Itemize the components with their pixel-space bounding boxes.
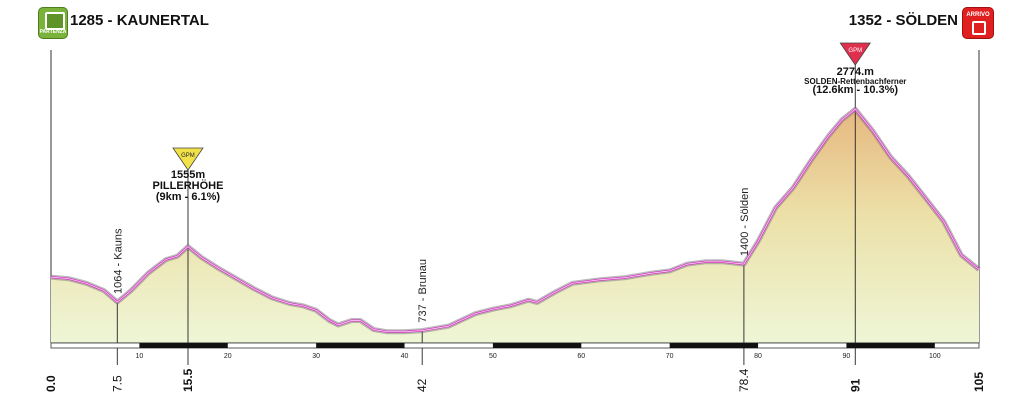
gpm-triangle — [839, 42, 872, 66]
distance-tick-label: 90 — [843, 353, 851, 360]
gpm-triangle — [172, 147, 204, 171]
distance-bar-segment — [492, 343, 582, 348]
km-marker-label: 91 — [848, 378, 862, 392]
climb-name: SOLDEN-Rettenbachferner — [804, 77, 906, 86]
distance-bar-segment — [846, 343, 935, 348]
distance-tick-label: 100 — [929, 353, 941, 360]
km-marker-label: 0.0 — [44, 375, 58, 392]
town-label: 1400 - Sölden — [739, 188, 751, 257]
km-marker-label: 105 — [972, 372, 986, 392]
town-label: 737 - Brunau — [417, 259, 429, 323]
km-marker-label: 7.5 — [110, 375, 124, 392]
finish-badge-icon: ARRIVO — [962, 7, 994, 39]
gpm-badge-label: GPM — [848, 48, 862, 54]
start-badge-icon: PARTENZA — [38, 7, 68, 39]
elevation-line-highlight — [50, 108, 980, 333]
town-label: 1064 - Kauns — [112, 228, 124, 294]
km-marker-label: 15.5 — [181, 368, 195, 392]
climb-detail: (12.6km - 10.3%) — [812, 84, 898, 96]
distance-bar-segment — [139, 343, 228, 348]
distance-tick-label: 40 — [401, 353, 409, 360]
climb-height: 1555m — [171, 169, 205, 181]
distance-tick-label: 50 — [489, 353, 497, 360]
climb-height: 2774.m — [837, 66, 875, 78]
distance-tick-label: 70 — [666, 353, 674, 360]
distance-tick-label: 80 — [754, 353, 762, 360]
elevation-area — [51, 109, 979, 343]
start-badge-label: PARTENZA — [39, 29, 67, 35]
km-marker-label: 42 — [415, 378, 429, 392]
distance-bar-segment — [316, 343, 405, 348]
finish-title: 1352 - SÖLDEN — [848, 12, 958, 29]
gpm-badge-label: GPM — [181, 153, 195, 159]
distance-tick-label: 20 — [224, 353, 232, 360]
distance-tick-label: 10 — [135, 353, 143, 360]
gpm-marker-icon: GPM — [839, 42, 872, 66]
km-marker-label: 78.4 — [737, 368, 751, 392]
finish-badge-label: ARRIVO — [966, 12, 990, 18]
climb-detail: (9km - 6.1%) — [156, 191, 221, 203]
start-title: 1285 - KAUNERTAL — [70, 12, 209, 29]
distance-tick-label: 30 — [312, 353, 320, 360]
distance-bar-segment — [669, 343, 759, 348]
gpm-marker-icon: GPM — [172, 147, 204, 171]
climb-name: PILLERHÖHE — [153, 179, 224, 192]
distance-tick-label: 60 — [577, 353, 585, 360]
